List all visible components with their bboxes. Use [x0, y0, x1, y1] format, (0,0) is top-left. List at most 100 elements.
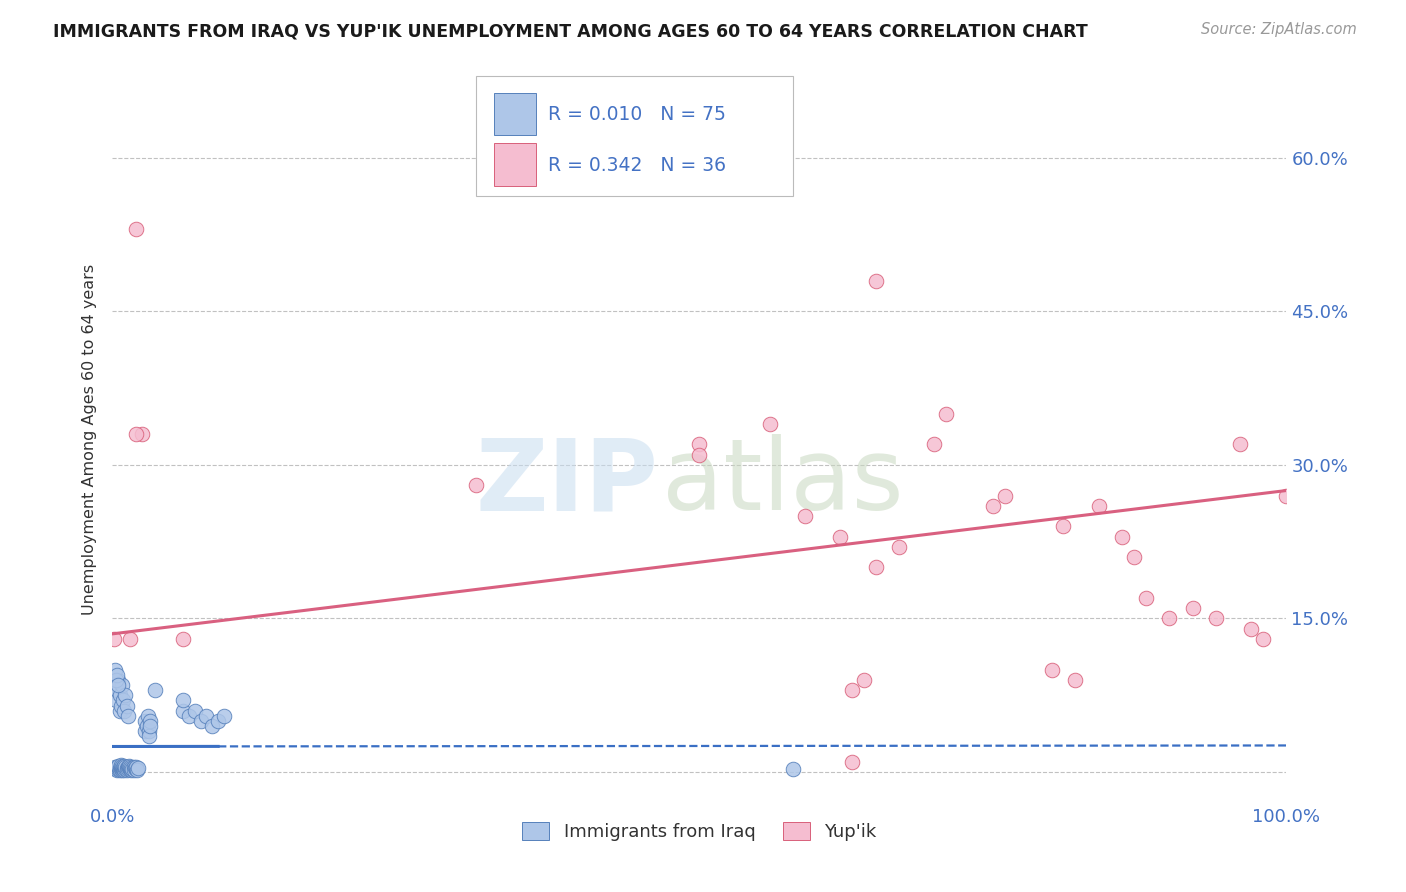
Point: [1135, 591, 1157, 605]
Point: [114, 688, 136, 702]
Point: [138, 729, 160, 743]
Text: IMMIGRANTS FROM IRAQ VS YUP'IK UNEMPLOYMENT AMONG AGES 60 TO 64 YEARS CORRELATIO: IMMIGRANTS FROM IRAQ VS YUP'IK UNEMPLOYM…: [53, 22, 1088, 40]
Point: [125, 762, 148, 776]
Point: [105, 762, 128, 776]
Point: [1159, 611, 1181, 625]
Point: [1064, 673, 1087, 687]
Point: [139, 719, 162, 733]
Point: [115, 763, 138, 777]
Point: [108, 761, 131, 775]
Point: [125, 222, 148, 236]
Point: [111, 763, 134, 777]
Point: [994, 489, 1017, 503]
FancyBboxPatch shape: [494, 93, 536, 136]
Point: [852, 673, 875, 687]
Point: [105, 673, 128, 687]
Point: [865, 560, 887, 574]
Point: [207, 714, 229, 728]
Point: [134, 724, 156, 739]
Point: [190, 714, 212, 728]
Point: [111, 759, 134, 773]
Point: [111, 678, 134, 692]
Point: [118, 761, 141, 775]
Point: [127, 763, 149, 777]
Point: [107, 762, 129, 776]
Point: [105, 763, 128, 777]
FancyBboxPatch shape: [477, 76, 793, 195]
Point: [112, 704, 135, 718]
Point: [841, 683, 863, 698]
Point: [117, 762, 139, 776]
Point: [135, 719, 157, 733]
Text: Source: ZipAtlas.com: Source: ZipAtlas.com: [1201, 22, 1357, 37]
Point: [110, 760, 132, 774]
Point: [122, 760, 145, 774]
Point: [110, 762, 132, 776]
Point: [689, 448, 711, 462]
Point: [104, 760, 127, 774]
Point: [107, 759, 129, 773]
Point: [830, 530, 852, 544]
Point: [841, 755, 863, 769]
Point: [108, 763, 131, 777]
Point: [136, 708, 159, 723]
Point: [114, 760, 136, 774]
Point: [1087, 499, 1109, 513]
Point: [759, 417, 782, 431]
Point: [118, 759, 141, 773]
Point: [105, 693, 128, 707]
Point: [120, 761, 142, 775]
Point: [134, 714, 156, 728]
Point: [1111, 530, 1133, 544]
Text: atlas: atlas: [662, 434, 904, 532]
Point: [120, 762, 142, 776]
Point: [117, 708, 139, 723]
Point: [1251, 632, 1274, 646]
Point: [1229, 437, 1251, 451]
Point: [114, 762, 136, 776]
Y-axis label: Unemployment Among Ages 60 to 64 years: Unemployment Among Ages 60 to 64 years: [82, 264, 97, 615]
Point: [935, 407, 957, 421]
Point: [124, 761, 146, 775]
Point: [177, 708, 200, 723]
Point: [103, 632, 125, 646]
Point: [120, 763, 142, 777]
Point: [689, 437, 711, 451]
Point: [183, 704, 205, 718]
Point: [172, 632, 194, 646]
Point: [120, 760, 142, 774]
Legend: Immigrants from Iraq, Yup'ik: Immigrants from Iraq, Yup'ik: [515, 815, 884, 848]
Point: [112, 763, 135, 777]
Point: [212, 708, 235, 723]
Point: [105, 761, 128, 775]
Point: [195, 708, 218, 723]
Point: [1205, 611, 1227, 625]
Point: [110, 758, 132, 772]
Point: [127, 761, 149, 775]
Point: [104, 663, 127, 677]
Point: [865, 274, 887, 288]
Point: [107, 673, 129, 687]
Point: [107, 678, 129, 692]
FancyBboxPatch shape: [494, 144, 536, 186]
Point: [1275, 489, 1298, 503]
Point: [1040, 663, 1063, 677]
Point: [105, 668, 128, 682]
Point: [117, 760, 139, 774]
Point: [105, 683, 128, 698]
Point: [887, 540, 910, 554]
Point: [922, 437, 945, 451]
Point: [111, 761, 134, 775]
Text: R = 0.010   N = 75: R = 0.010 N = 75: [548, 105, 725, 124]
Point: [122, 763, 145, 777]
Point: [112, 762, 135, 776]
Point: [1240, 622, 1263, 636]
Point: [138, 724, 160, 739]
Point: [143, 683, 166, 698]
Point: [139, 714, 162, 728]
Point: [112, 759, 135, 773]
Point: [110, 698, 132, 713]
Text: ZIP: ZIP: [475, 434, 658, 532]
Point: [172, 704, 194, 718]
Point: [112, 760, 135, 774]
